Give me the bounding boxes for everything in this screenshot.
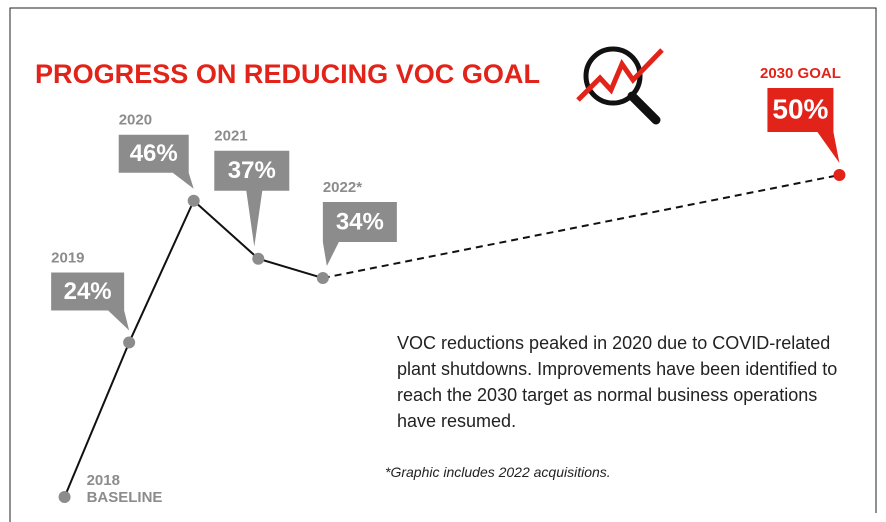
chart-title: PROGRESS ON REDUCING VOC GOAL [35, 59, 540, 89]
point [187, 194, 200, 207]
value-label: 50% [772, 93, 828, 124]
point-label: 2021 [214, 128, 247, 145]
callout [214, 150, 290, 247]
point-label: 2019 [51, 249, 84, 266]
point-label: 2020 [119, 112, 152, 129]
line [322, 174, 840, 280]
point-label: 2018 BASELINE [87, 472, 163, 506]
callout [118, 134, 194, 189]
value-label: 46% [130, 140, 178, 167]
callout [767, 88, 840, 163]
value-label: 37% [228, 157, 276, 184]
point [252, 252, 265, 265]
frame [9, 7, 877, 522]
value-label: 24% [64, 278, 112, 305]
value-label: 34% [336, 208, 384, 235]
callout [51, 272, 130, 331]
point [316, 272, 329, 285]
icon [576, 46, 664, 125]
line [63, 199, 324, 498]
point-label: 2022* [323, 179, 362, 196]
annotation: VOC reductions peaked in 2020 due to COV… [397, 333, 838, 431]
footnote: *Graphic includes 2022 acquisitions. [385, 464, 611, 480]
point [123, 336, 136, 349]
point-label: 2030 GOAL [760, 65, 841, 82]
point [833, 169, 846, 181]
callout [322, 202, 397, 267]
point [58, 491, 71, 503]
